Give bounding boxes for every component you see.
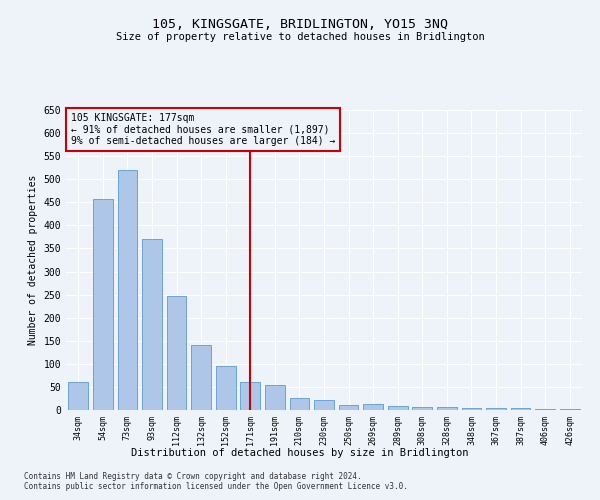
Bar	[314, 400, 334, 410]
Bar	[437, 407, 457, 410]
Bar	[290, 398, 309, 410]
Text: Distribution of detached houses by size in Bridlington: Distribution of detached houses by size …	[131, 448, 469, 458]
Bar	[511, 408, 530, 410]
Bar	[265, 384, 284, 410]
Bar	[535, 408, 555, 410]
Bar	[461, 408, 481, 410]
Text: 105 KINGSGATE: 177sqm
← 91% of detached houses are smaller (1,897)
9% of semi-de: 105 KINGSGATE: 177sqm ← 91% of detached …	[71, 113, 335, 146]
Bar	[216, 366, 236, 410]
Bar	[93, 199, 113, 410]
Text: 105, KINGSGATE, BRIDLINGTON, YO15 3NQ: 105, KINGSGATE, BRIDLINGTON, YO15 3NQ	[152, 18, 448, 30]
Bar	[118, 170, 137, 410]
Bar	[241, 382, 260, 410]
Bar	[142, 239, 162, 410]
Text: Contains HM Land Registry data © Crown copyright and database right 2024.: Contains HM Land Registry data © Crown c…	[24, 472, 362, 481]
Bar	[364, 404, 383, 410]
Bar	[560, 408, 580, 410]
Bar	[388, 406, 407, 410]
Y-axis label: Number of detached properties: Number of detached properties	[28, 175, 38, 345]
Bar	[68, 382, 88, 410]
Bar	[191, 346, 211, 410]
Bar	[339, 406, 358, 410]
Bar	[412, 407, 432, 410]
Text: Size of property relative to detached houses in Bridlington: Size of property relative to detached ho…	[116, 32, 484, 42]
Bar	[167, 296, 187, 410]
Text: Contains public sector information licensed under the Open Government Licence v3: Contains public sector information licen…	[24, 482, 408, 491]
Bar	[486, 408, 506, 410]
